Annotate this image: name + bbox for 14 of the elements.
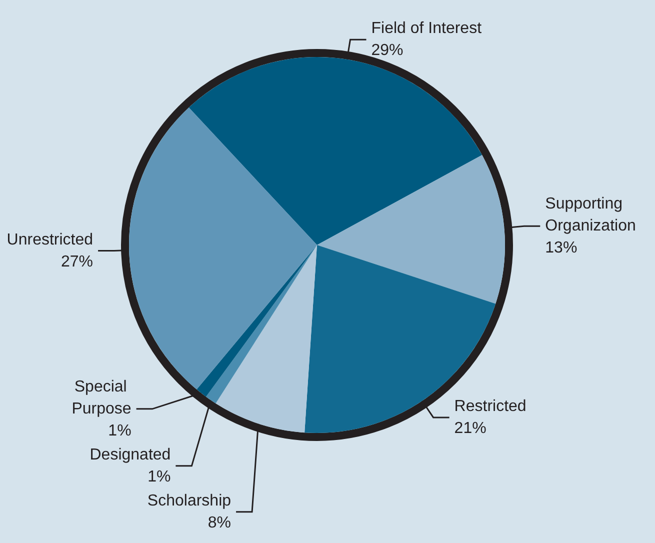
data-label: 1%: [148, 468, 171, 486]
slice-label: Restricted: [454, 398, 526, 415]
data-label: 1%: [108, 422, 132, 440]
data-label: 21%: [454, 420, 486, 437]
slice-label: Unrestricted: [6, 231, 94, 248]
data-label: 8%: [208, 514, 232, 532]
slice-label: Special Purpose: [72, 378, 132, 418]
data-label: 27%: [61, 253, 94, 270]
data-label: 29%: [371, 42, 404, 60]
slice-label: Designated: [90, 446, 171, 464]
slice-label: Scholarship: [147, 492, 232, 510]
slice-label: Field of Interest: [371, 20, 482, 38]
data-label: 13%: [545, 240, 578, 257]
slice-label: Supporting Organization: [545, 196, 636, 235]
